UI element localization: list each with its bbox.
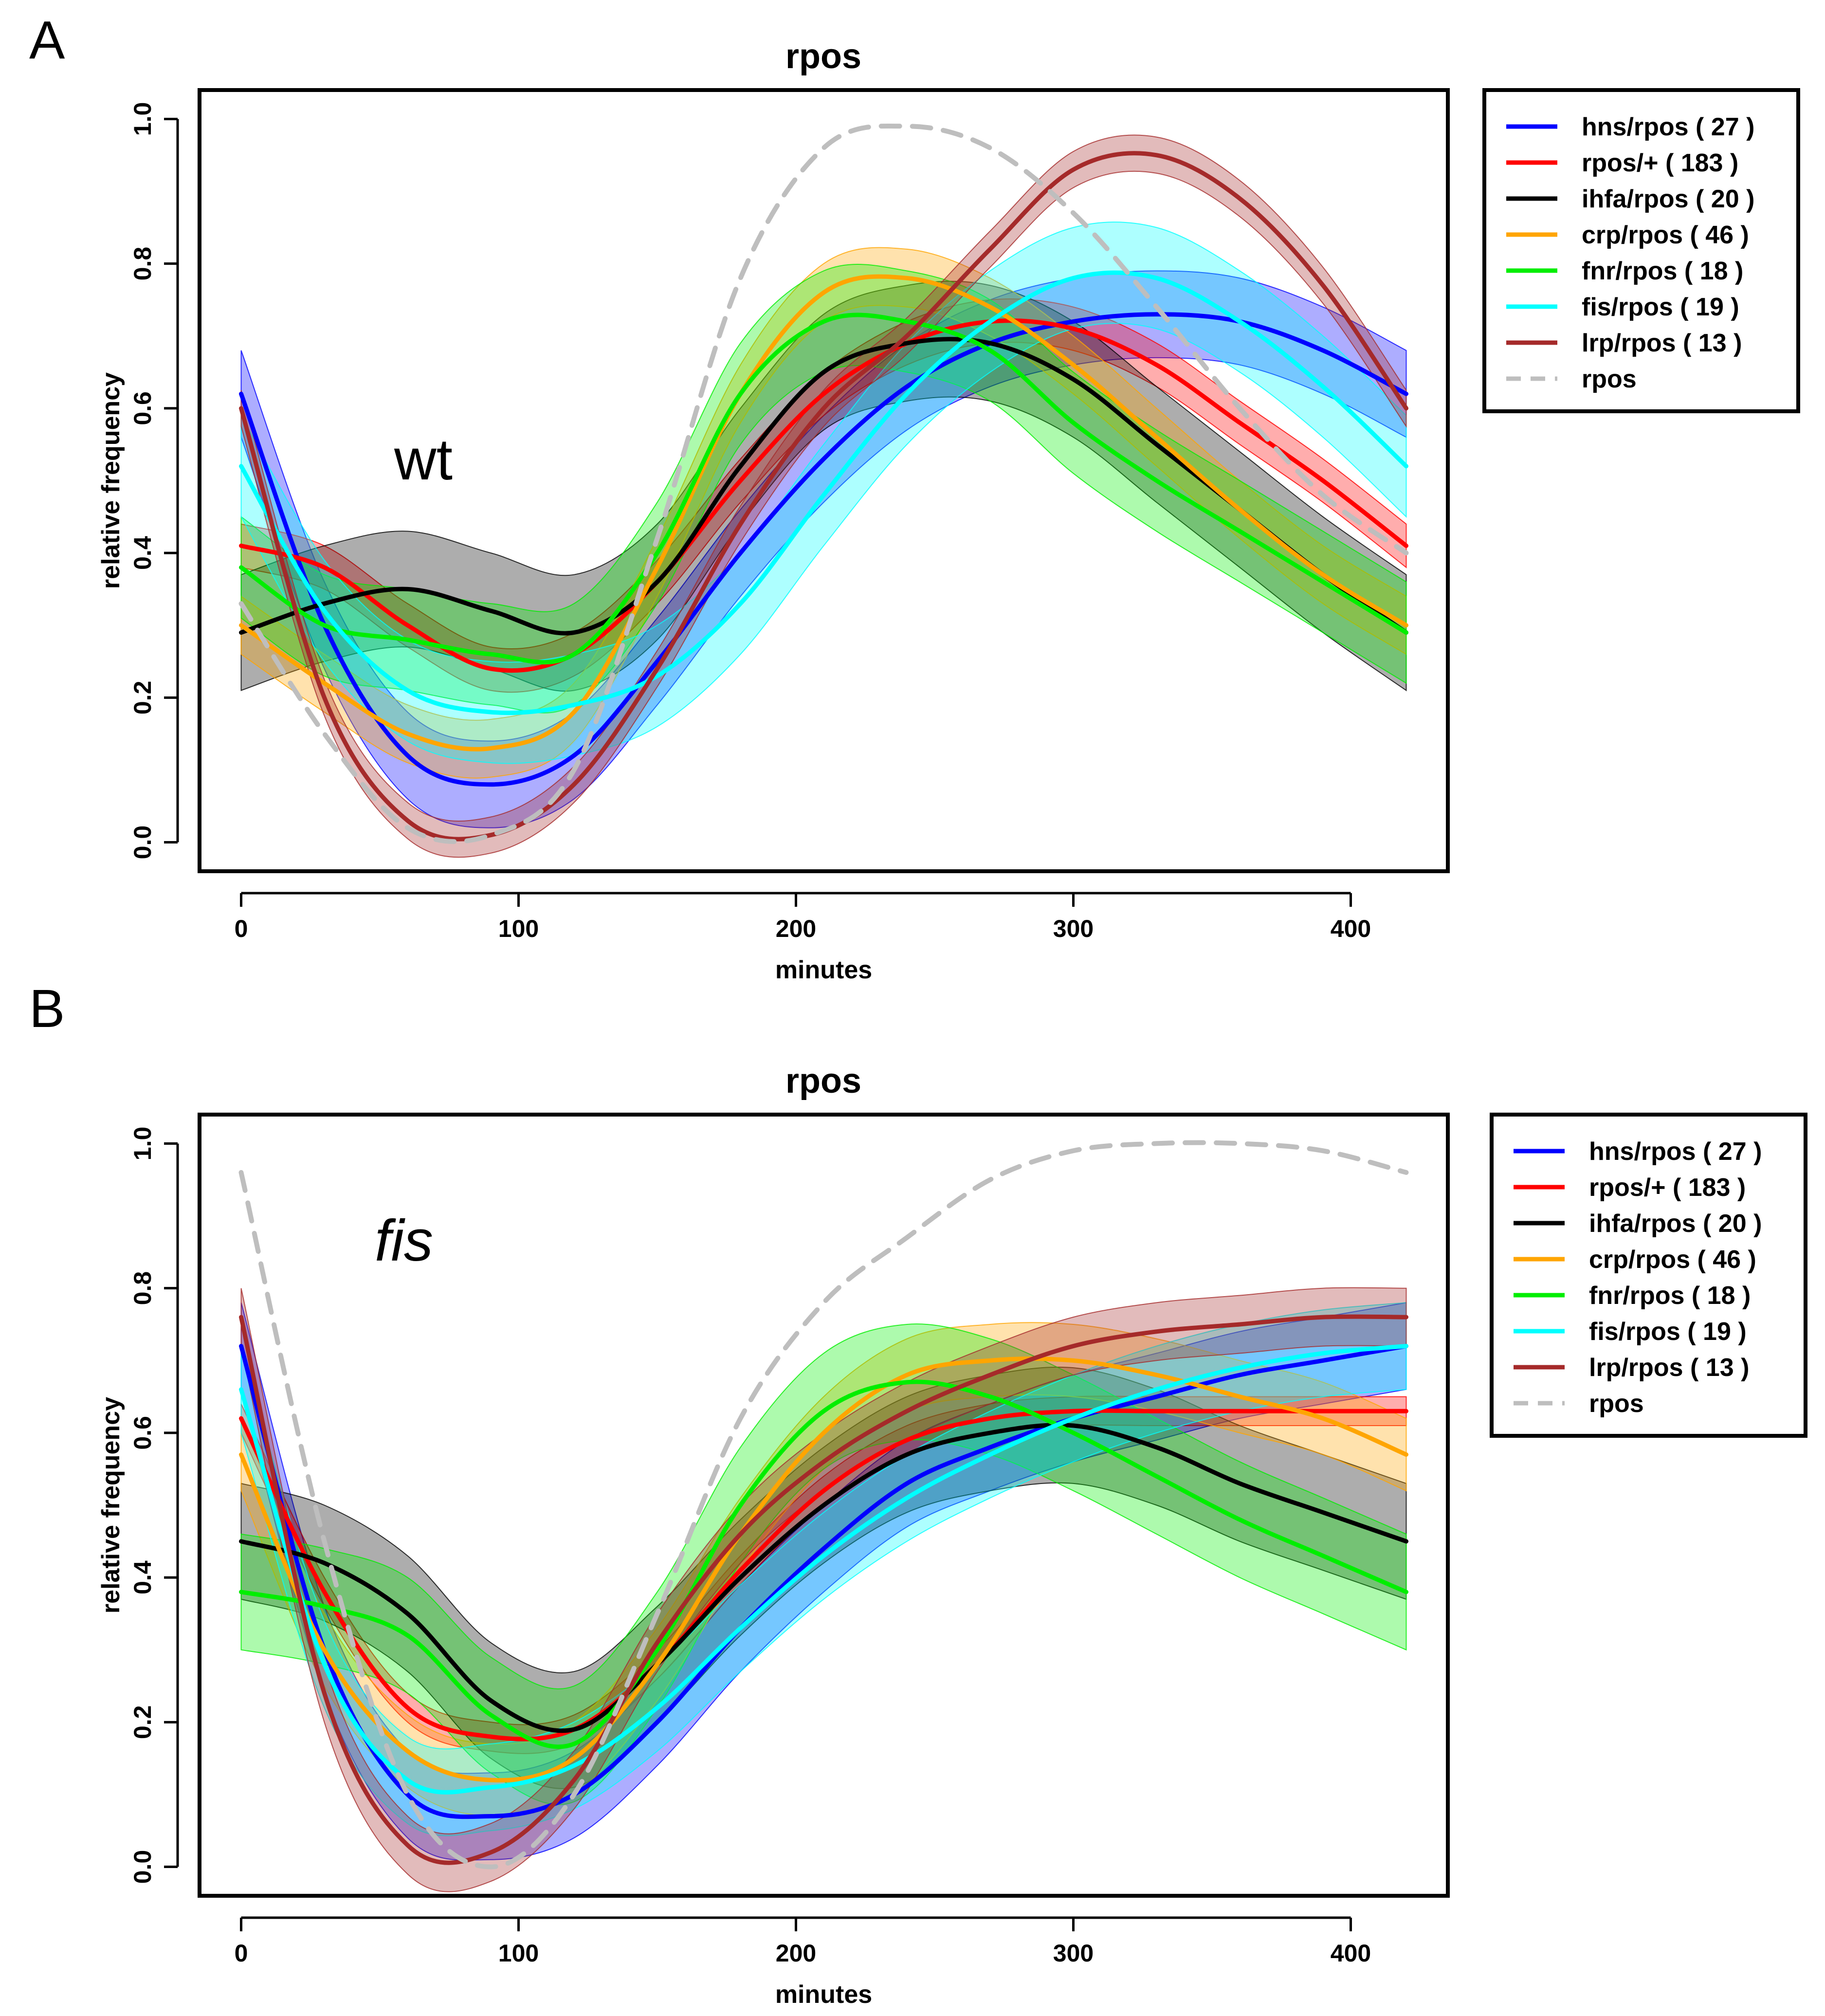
legend-label: lrp/rpos ( 13 )	[1589, 1354, 1749, 1382]
legend-box	[1482, 88, 1800, 413]
y-tick-label: 0.8	[129, 247, 156, 281]
panel-annotation: wt	[394, 427, 453, 492]
legend-box	[1490, 1113, 1807, 1438]
legend-label: ihfa/rpos ( 20 )	[1582, 185, 1754, 213]
series-line-rpos	[238, 1140, 1409, 1869]
x-tick-label: 200	[776, 915, 816, 942]
x-axis-label: minutes	[775, 1980, 872, 2009]
chart-title: rpos	[785, 1062, 861, 1100]
legend-label: fis/rpos ( 19 )	[1582, 293, 1739, 321]
y-axis-label: relative frequency	[97, 372, 125, 589]
series-line-rpos	[238, 123, 1409, 844]
panel-letter: B	[29, 979, 65, 1039]
x-tick-label: 300	[1053, 915, 1094, 942]
x-axis-label: minutes	[775, 956, 872, 984]
series-line-fnr-rpos	[239, 312, 1408, 665]
series-line-crp-rpos	[239, 1356, 1408, 1783]
x-tick-label: 100	[498, 915, 539, 942]
y-tick-label: 0.0	[129, 825, 156, 860]
legend-label: fnr/rpos ( 18 )	[1582, 257, 1743, 285]
legend: hns/rpos ( 27 ) rpos/+ ( 183 ) ihfa/rpos (…	[1490, 1113, 1807, 1438]
y-tick-label: 0.2	[129, 1705, 156, 1740]
x-tick-label: 300	[1053, 1940, 1094, 1967]
legend-label: rpos	[1582, 365, 1637, 393]
legend-label: rpos/+ ( 183 )	[1582, 149, 1738, 177]
x-tick-label: 0	[235, 915, 248, 942]
x-tick-label: 100	[498, 1940, 539, 1967]
series-line-lrp-rpos	[239, 151, 1408, 842]
band-ihfa-rpos	[240, 280, 1407, 692]
legend-label: hns/rpos ( 27 )	[1589, 1137, 1762, 1166]
legend-label: rpos/+ ( 183 )	[1589, 1173, 1746, 1202]
panel-letter: A	[29, 10, 65, 70]
y-tick-label: 0.2	[129, 681, 156, 715]
y-tick-label: 0.6	[129, 391, 156, 425]
series-line-fis-rpos	[239, 270, 1408, 715]
legend-label: fis/rpos ( 19 )	[1589, 1318, 1747, 1346]
x-tick-label: 400	[1331, 1940, 1371, 1967]
y-tick-label: 0.4	[129, 1560, 156, 1594]
x-tick-label: 200	[776, 1940, 816, 1967]
series-line-lrp-rpos	[239, 1314, 1408, 1865]
chart-title: rpos	[785, 37, 861, 76]
x-tick-label: 0	[235, 1940, 248, 1967]
legend-label: crp/rpos ( 46 )	[1582, 221, 1749, 249]
band-crp-rpos	[240, 1322, 1407, 1817]
y-tick-label: 1.0	[129, 1127, 156, 1161]
y-axis-label: relative frequency	[97, 1397, 125, 1613]
plot-frame	[198, 1113, 1450, 1898]
series-line-hns-rpos	[239, 312, 1408, 787]
legend-label: fnr/rpos ( 18 )	[1589, 1282, 1751, 1310]
y-tick-label: 0.4	[129, 536, 156, 570]
legend-label: rpos	[1589, 1390, 1644, 1418]
series-line-crp-rpos	[239, 274, 1408, 751]
series-line-ihfa-rpos	[239, 1423, 1408, 1733]
panel-annotation: fis	[375, 1208, 433, 1273]
legend-label: ihfa/rpos ( 20 )	[1589, 1210, 1762, 1238]
plot-frame	[198, 88, 1450, 873]
x-tick-label: 400	[1331, 915, 1371, 942]
series-line-hns-rpos	[239, 1344, 1408, 1819]
y-tick-label: 0.0	[129, 1850, 156, 1884]
legend-label: lrp/rpos ( 13 )	[1582, 329, 1742, 357]
y-tick-label: 0.6	[129, 1416, 156, 1450]
legend-label: hns/rpos ( 27 )	[1582, 113, 1754, 141]
legend: hns/rpos ( 27 ) rpos/+ ( 183 ) ihfa/rpos (…	[1482, 88, 1800, 413]
series-line-rpos-	[239, 1408, 1408, 1741]
plot-area	[238, 1140, 1409, 1892]
legend-label: crp/rpos ( 46 )	[1589, 1246, 1756, 1274]
y-tick-label: 0.8	[129, 1271, 156, 1305]
plot-area	[238, 123, 1409, 858]
series-line-fnr-rpos	[239, 1379, 1408, 1749]
y-tick-label: 1.0	[129, 102, 156, 136]
series-line-fis-rpos	[239, 1344, 1408, 1795]
